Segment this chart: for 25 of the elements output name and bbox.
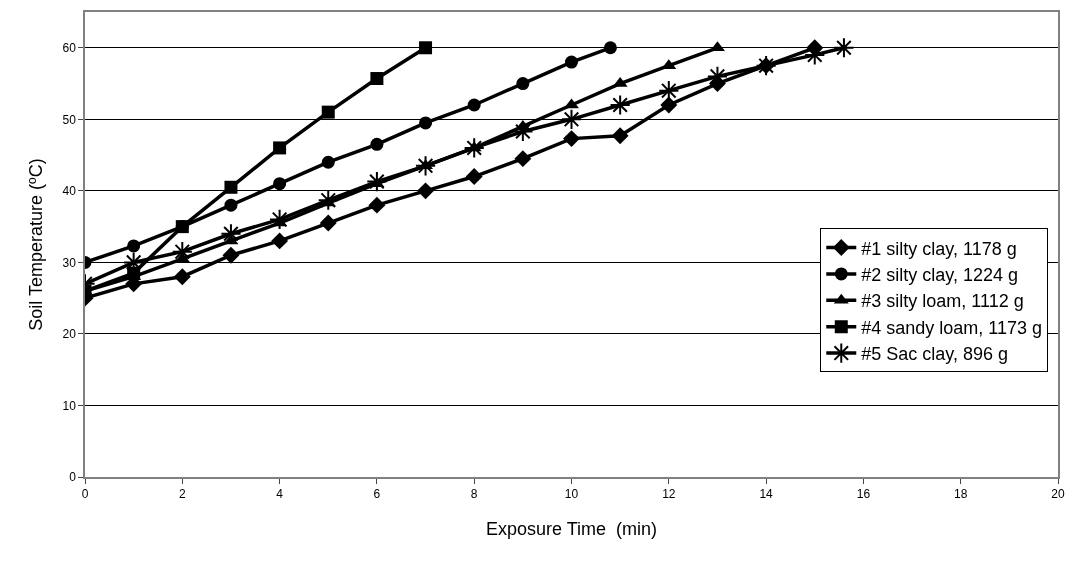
x-tick-label: 18 bbox=[954, 487, 968, 502]
x-tick-label: 20 bbox=[1051, 487, 1065, 502]
y-tick-label: 50 bbox=[62, 112, 77, 127]
x-tick-label: 8 bbox=[470, 487, 478, 502]
y-tick-label: 60 bbox=[62, 40, 77, 55]
x-tick-label: 16 bbox=[856, 487, 871, 502]
y-axis-title: Soil Temperature (ºC) bbox=[26, 158, 47, 331]
legend-label: #5 Sac clay, 896 g bbox=[861, 344, 1009, 365]
x-axis-title: Exposure Time (min) bbox=[485, 518, 658, 539]
y-tick-label: 40 bbox=[62, 184, 77, 199]
legend-label: #1 silty clay, 1178 g bbox=[861, 238, 1017, 259]
x-tick-label: 2 bbox=[178, 487, 186, 502]
y-tick-label: 20 bbox=[62, 327, 77, 342]
legend-label: #4 sandy loam, 1173 g bbox=[861, 317, 1043, 338]
x-tick-label: 12 bbox=[662, 487, 676, 502]
legend-label: #2 silty clay, 1224 g bbox=[861, 264, 1019, 285]
x-tick-label: 10 bbox=[564, 487, 579, 502]
y-tick-label: 10 bbox=[62, 398, 77, 413]
x-tick-label: 0 bbox=[81, 487, 89, 502]
x-tick-label: 6 bbox=[373, 487, 381, 502]
x-tick-label: 4 bbox=[276, 487, 284, 502]
y-tick-label: 30 bbox=[62, 255, 77, 270]
x-tick-label: 14 bbox=[759, 487, 774, 502]
y-tick-label: 0 bbox=[69, 470, 77, 485]
legend-label: #3 silty loam, 1112 g bbox=[861, 291, 1024, 312]
